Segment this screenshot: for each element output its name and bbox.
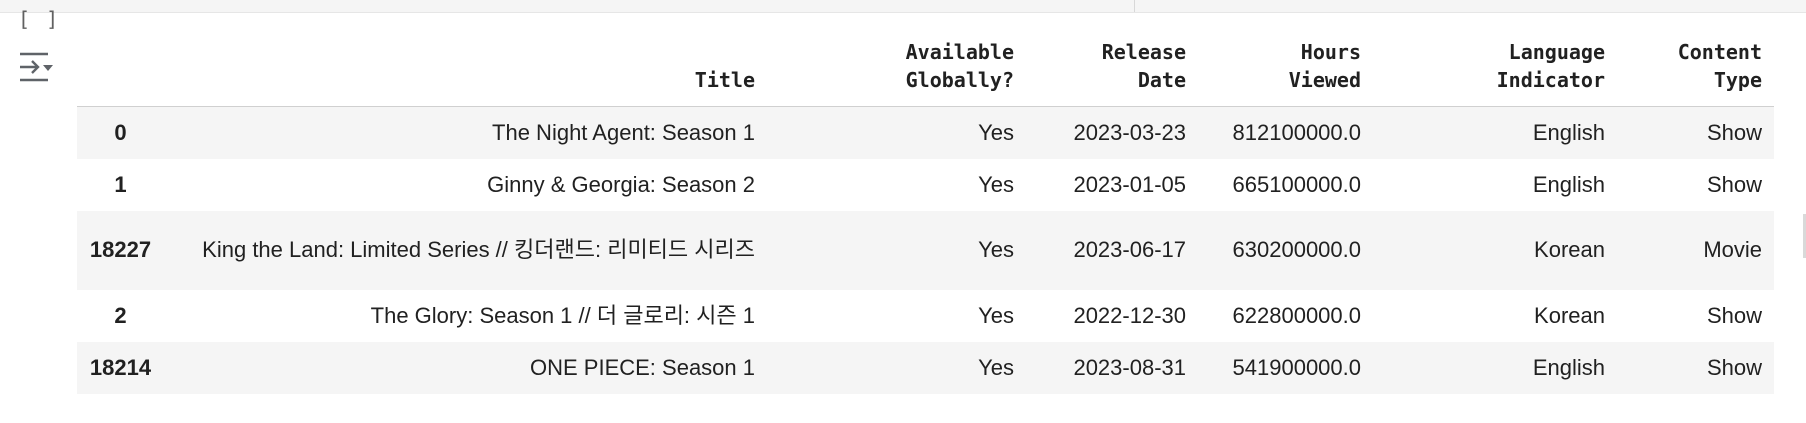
row-index: 1	[114, 171, 127, 197]
column-header-release-date: Release Date	[1026, 34, 1198, 107]
cell-content-type: Show	[1706, 119, 1762, 145]
cell-release-date: 2023-01-05	[1073, 171, 1186, 197]
row-index: 18214	[89, 354, 152, 380]
index-header	[77, 34, 164, 107]
column-header-line: Date	[1137, 68, 1186, 92]
cell-language: Korean	[1534, 237, 1605, 262]
cell-content-type: Show	[1706, 354, 1762, 380]
cell-release-date: 2022-12-30	[1073, 302, 1186, 328]
cell-language: Korean	[1534, 302, 1605, 328]
column-header-available-globally: Available Globally?	[767, 34, 1026, 107]
cell-hours-viewed: 622800000.0	[1232, 302, 1361, 328]
cell-hours-viewed: 665100000.0	[1232, 171, 1361, 197]
table-row: 1 Ginny & Georgia: Season 2 Yes 2023-01-…	[77, 159, 1774, 211]
column-header-line: Content	[1677, 40, 1762, 64]
output-collapse-icon[interactable]	[18, 50, 58, 84]
cell-content-type: Show	[1706, 171, 1762, 197]
cell-hours-viewed: 812100000.0	[1232, 119, 1361, 145]
previous-cell-strip	[0, 0, 1806, 13]
cell-available: Yes	[978, 354, 1014, 380]
cell-available: Yes	[978, 237, 1014, 262]
column-header-line: Indicator	[1496, 68, 1605, 92]
cell-release-date: 2023-08-31	[1073, 354, 1186, 380]
column-header-language-indicator: Language Indicator	[1373, 34, 1617, 107]
cell-available: Yes	[978, 302, 1014, 328]
row-index: 0	[114, 119, 127, 145]
cell-language: English	[1532, 354, 1605, 380]
dataframe-output: Title Available Globally? Release Date H…	[77, 34, 1774, 394]
column-header-line: Available	[905, 40, 1014, 64]
header-row: Title Available Globally? Release Date H…	[77, 34, 1774, 107]
column-header-line: Title	[694, 68, 755, 92]
table-row: 18227 King the Land: Limited Series // 킹…	[77, 210, 1774, 290]
cell-release-date: 2023-03-23	[1073, 119, 1186, 145]
column-header-line: Globally?	[905, 68, 1014, 92]
dataframe-table: Title Available Globally? Release Date H…	[77, 34, 1774, 394]
row-index: 2	[114, 302, 127, 328]
cell-title: Ginny & Georgia: Season 2	[487, 171, 755, 197]
column-header-line: Viewed	[1288, 68, 1361, 92]
cell-language: English	[1532, 171, 1605, 197]
cell-title: ONE PIECE: Season 1	[530, 354, 755, 380]
column-header-line: Release	[1101, 40, 1186, 64]
cell-content-type: Movie	[1703, 237, 1762, 262]
row-index: 18227	[89, 237, 152, 262]
scrollbar-thumb[interactable]	[1803, 214, 1806, 258]
cell-title: The Glory: Season 1 // 더 글로리: 시즌 1	[370, 302, 755, 328]
column-header-line: Type	[1713, 68, 1762, 92]
cell-language: English	[1532, 119, 1605, 145]
cell-release-date: 2023-06-17	[1073, 237, 1186, 262]
cell-title: King the Land: Limited Series // 킹더랜드: 리…	[202, 237, 755, 262]
table-row: 2 The Glory: Season 1 // 더 글로리: 시즌 1 Yes…	[77, 290, 1774, 342]
table-row: 0 The Night Agent: Season 1 Yes 2023-03-…	[77, 106, 1774, 159]
cell-available: Yes	[978, 119, 1014, 145]
cell-execution-bracket[interactable]: [ ]	[18, 7, 61, 31]
column-header-line: Hours	[1300, 40, 1361, 64]
column-header-line: Language	[1508, 40, 1605, 64]
cell-hours-viewed: 630200000.0	[1232, 237, 1361, 262]
cell-content-type: Show	[1706, 302, 1762, 328]
column-header-hours-viewed: Hours Viewed	[1198, 34, 1373, 107]
cell-hours-viewed: 541900000.0	[1232, 354, 1361, 380]
column-header-content-type: Content Type	[1617, 34, 1774, 107]
column-header-title: Title	[164, 34, 767, 107]
cell-title: The Night Agent: Season 1	[492, 119, 755, 145]
table-row: 18214 ONE PIECE: Season 1 Yes 2023-08-31…	[77, 341, 1774, 394]
cell-divider	[1134, 0, 1135, 12]
cell-available: Yes	[978, 171, 1014, 197]
